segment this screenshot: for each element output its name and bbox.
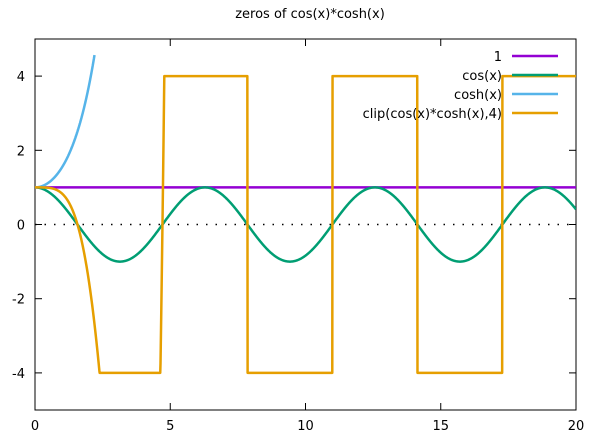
x-tick-label: 20: [568, 419, 585, 434]
x-tick-label: 0: [31, 419, 39, 434]
legend: 1 cos(x) cosh(x) clip(cos(x)*cosh(x),4): [363, 50, 558, 122]
axis-ticks: [34, 39, 577, 410]
x-tick-label: 5: [166, 419, 174, 434]
x-tick-label: 10: [297, 419, 314, 434]
y-tick-label: -4: [12, 367, 25, 382]
axis-tick-labels: 0 5 10 15 20 -4 -2 0 2 4: [12, 70, 584, 434]
series-line-1: [35, 186, 576, 263]
legend-label-0: 1: [494, 50, 502, 65]
chart-title: zeros of cos(x)*cosh(x): [235, 7, 385, 22]
series-line-2: [35, 53, 96, 189]
y-tick-label: -2: [12, 293, 25, 308]
legend-label-1: cos(x): [462, 69, 502, 84]
legend-label-3: clip(cos(x)*cosh(x),4): [363, 107, 502, 122]
y-tick-label: 2: [17, 144, 25, 159]
y-tick-label: 0: [17, 219, 25, 234]
y-tick-label: 4: [17, 70, 25, 85]
series-lines: [35, 53, 576, 375]
series-line-3: [35, 74, 576, 375]
x-tick-label: 15: [432, 419, 449, 434]
legend-label-2: cosh(x): [454, 88, 502, 103]
